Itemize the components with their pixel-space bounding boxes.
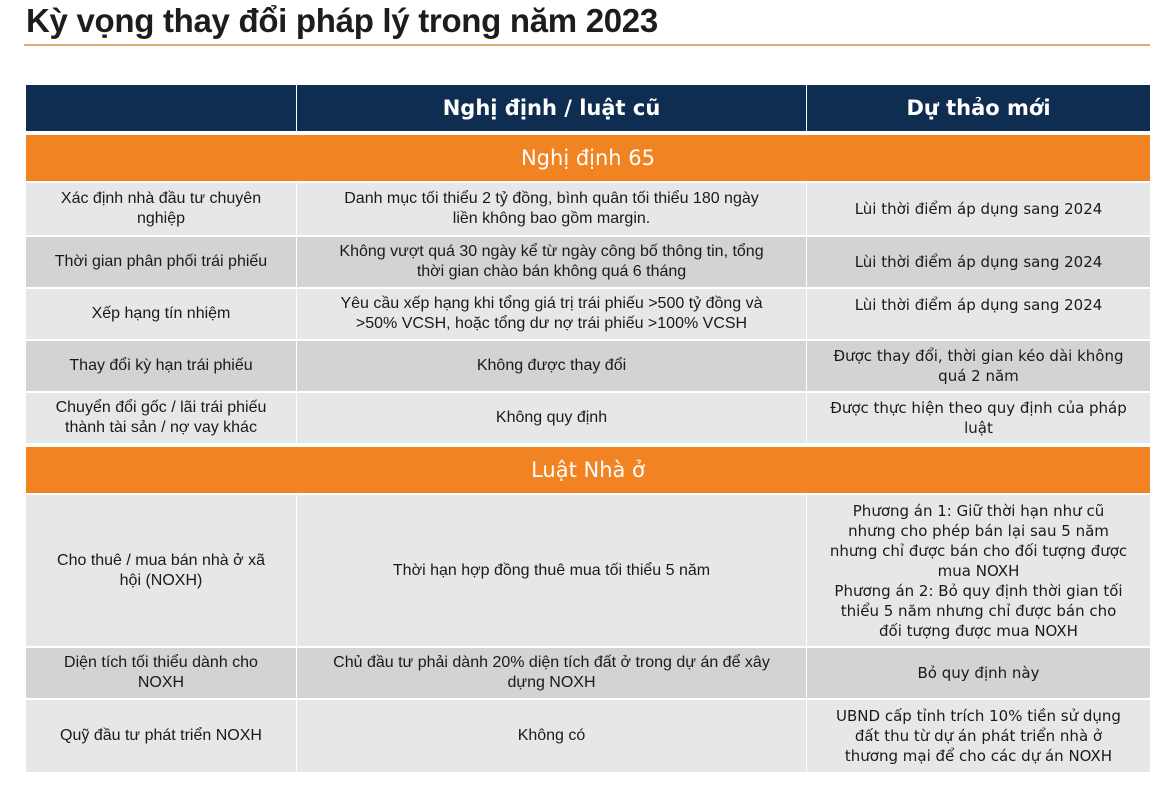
section-housing-law: Luật Nhà ở [26, 447, 1150, 493]
row-old: Chủ đầu tư phải dành 20% diện tích đất ở… [297, 648, 806, 698]
row-old: Thời hạn hợp đồng thuê mua tối thiểu 5 n… [297, 495, 806, 646]
row-new: UBND cấp tỉnh trích 10% tiền sử dụng đất… [807, 700, 1150, 772]
row-topic: Thời gian phân phối trái phiếu [26, 237, 296, 287]
row-topic: Quỹ đầu tư phát triển NOXH [26, 700, 296, 772]
title-divider [24, 44, 1150, 46]
row-old: Yêu cầu xếp hạng khi tổng giá trị trái p… [297, 289, 806, 339]
row-new: Được thay đổi, thời gian kéo dài không q… [807, 341, 1150, 391]
row-topic: Cho thuê / mua bán nhà ở xã hội (NOXH) [26, 495, 296, 646]
row-old: Danh mục tối thiểu 2 tỷ đồng, bình quân … [297, 183, 806, 235]
row-topic: Xác định nhà đầu tư chuyên nghiệp [26, 183, 296, 235]
row-old: Không vượt quá 30 ngày kể từ ngày công b… [297, 237, 806, 287]
row-topic: Diện tích tối thiểu dành cho NOXH [26, 648, 296, 698]
row-old: Không quy định [297, 393, 806, 443]
row-new: Được thực hiện theo quy định của pháp lu… [807, 393, 1150, 443]
section-decree-65: Nghị định 65 [26, 135, 1150, 181]
row-topic: Chuyển đổi gốc / lãi trái phiếu thành tà… [26, 393, 296, 443]
row-new: Lùi thời điểm áp dụng sang 2024 [807, 289, 1150, 339]
row-new: Lùi thời điểm áp dụng sang 2024 [807, 183, 1150, 235]
row-old: Không có [297, 700, 806, 772]
page-title: Kỳ vọng thay đổi pháp lý trong năm 2023 [26, 2, 658, 39]
legal-changes-table: Nghị định / luật cũ Dự thảo mới Nghị địn… [26, 85, 1150, 772]
header-old-law: Nghị định / luật cũ [297, 85, 806, 131]
row-new: Phương án 1: Giữ thời hạn như cũ nhưng c… [807, 495, 1150, 646]
row-topic: Xếp hạng tín nhiệm [26, 289, 296, 339]
header-new-draft: Dự thảo mới [807, 85, 1150, 131]
row-old: Không được thay đổi [297, 341, 806, 391]
row-new: Lùi thời điểm áp dụng sang 2024 [807, 237, 1150, 287]
row-new: Bỏ quy định này [807, 648, 1150, 698]
row-topic: Thay đổi kỳ hạn trái phiếu [26, 341, 296, 391]
header-topic [26, 85, 296, 131]
